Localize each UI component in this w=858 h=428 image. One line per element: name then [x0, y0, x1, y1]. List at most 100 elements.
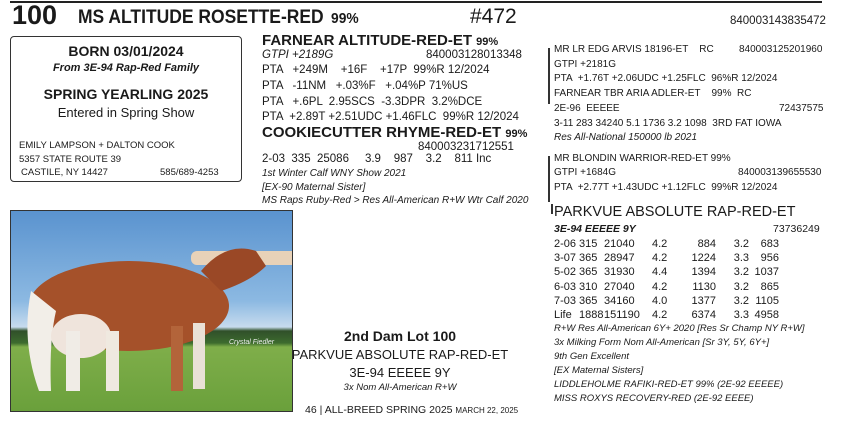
note: R+W Res All-American 6Y+ 2020 [Res Sr Ch… [554, 323, 805, 334]
record-row: 3-07 365 28947 4.2 1224 3.3 956 [554, 251, 781, 265]
record-cell: 4.4 [652, 266, 668, 279]
production-records: 2-06 315 21040 4.2 884 3.2 683 3-07 365 28947 4.2 1… [554, 237, 781, 322]
record-cell: 27040 [604, 280, 635, 293]
sire-sire-gtpi: GTPI +2181G [554, 59, 616, 70]
sire-sire-pta: PTA +1.76T +2.06UDC +1.25FLC 96%R 12/202… [554, 73, 778, 84]
cow-head [201, 248, 266, 291]
record-cell: 31930 [604, 266, 635, 279]
publication: ALL-BREED SPRING 2025 [324, 404, 453, 416]
dam-record: 2-03 335 25086 3.9 987 3.2 811 Inc [262, 153, 492, 165]
record-cell: 4.2 [652, 280, 668, 293]
footer: 46 | ALL-BREED SPRING 2025 MARCH 22, 202… [305, 404, 518, 416]
pedigree-bracket [548, 156, 550, 202]
sire-dam-name: FARNEAR TBR ARIA ADLER-ET 99% RC [554, 88, 752, 99]
page-number: 46 [305, 404, 317, 416]
record-cell: 865 [760, 280, 779, 293]
cow-udder [51, 314, 111, 358]
sire-dam-registration: 72437575 [779, 103, 824, 114]
dam-sire-registration: 840003139655530 [738, 167, 822, 178]
record-cell: 6374 [691, 309, 716, 322]
caption-classification: 3E-94 EEEEE 9Y [349, 365, 451, 380]
dam-note: [EX-90 Maternal Sister] [262, 182, 366, 193]
record-cell: 1037 [754, 266, 779, 279]
phone: 585/689-4253 [160, 167, 219, 178]
record-cell: 6-03 [554, 280, 577, 293]
sire-registration: 840003128013348 [426, 49, 522, 61]
record-cell: 3.2 [733, 266, 749, 279]
record-cell: 3.3 [733, 252, 749, 265]
sire-name: FARNEAR ALTITUDE-RED-ET 99% [262, 32, 498, 49]
record-cell: 683 [760, 238, 779, 250]
info-box [10, 36, 242, 182]
class: SPRING YEARLING 2025 [43, 86, 209, 102]
note: MISS ROXYS RECOVERY-RED (2E-92 EEEE) [554, 393, 754, 404]
catalog-number: #472 [470, 5, 517, 28]
record-cell: 310 [579, 280, 598, 293]
record-cell: 956 [760, 252, 779, 265]
pedigree-bracket [548, 48, 550, 104]
record-cell: 884 [697, 238, 716, 250]
sire-name-text: FARNEAR ALTITUDE-RED-ET [262, 32, 472, 49]
record-cell: 4.2 [652, 309, 668, 322]
consignor: EMILY LAMPSON + DALTON COOK [19, 140, 175, 151]
record-cell: 365 [579, 266, 598, 279]
record-row: 7-03 365 34160 4.0 1377 3.2 1105 [554, 294, 781, 308]
lot-number: 100 [12, 0, 58, 30]
sire-sire-registration: 840003125201960 [739, 44, 823, 55]
note: [EX Maternal Sisters] [554, 365, 644, 376]
record-cell: 4.0 [652, 294, 668, 307]
record-cell: 34160 [604, 294, 635, 307]
record-cell: 1105 [755, 294, 779, 307]
record-cell: 4958 [754, 309, 779, 322]
note: LIDDLEHOLME RAFIKI-RED-ET 99% (2E-92 EEE… [554, 379, 784, 390]
record-cell: 3.2 [733, 238, 749, 250]
record-cell: 1130 [692, 280, 716, 293]
sire-pta: PTA +2.89T +2.51UDC +1.46FLC 99%R 12/202… [262, 111, 519, 123]
caption-note: 3x Nom All-American R+W [343, 382, 457, 393]
registration-number: 840003143835472 [730, 15, 826, 27]
born-date: BORN 03/01/2024 [68, 43, 184, 59]
cow-tail [27, 291, 56, 391]
pedigree-bracket [551, 204, 553, 214]
cow-leg [106, 331, 119, 391]
record-cell: 1224 [691, 252, 716, 265]
lot-title: MS ALTITUDE ROSETTE-RED 99% [78, 7, 359, 29]
record-cell: 3.3 [733, 309, 749, 322]
sire-pta: PTA +.6PL 2.95SCS -3.3DPR 3.2%DCE [262, 96, 483, 108]
footer-separator: | [319, 404, 323, 416]
record-cell: 21040 [604, 238, 635, 250]
animal-percent: 99% [331, 10, 359, 27]
second-dam-classification: 3E-94 EEEEE 9Y [554, 223, 636, 235]
top-rule [10, 1, 822, 3]
record-cell: 2-06 [554, 238, 577, 250]
record-row: 6-03 310 27040 4.2 1130 3.2 865 [554, 280, 781, 294]
record-cell: 4.2 [652, 238, 668, 250]
note: 3x Milking Form Nom All-American [Sr 3Y,… [554, 337, 770, 348]
record-cell: 365 [579, 252, 598, 265]
cow-leg [66, 331, 80, 391]
record-cell: 1377 [691, 294, 716, 307]
dam-sire-gtpi: GTPI +1684G [554, 167, 616, 178]
photographer-signature: Crystal Fiedler [229, 339, 275, 346]
note: 9th Gen Excellent [554, 351, 629, 362]
address: 5357 STATE ROUTE 39 [19, 154, 122, 165]
record-cell: 3.2 [733, 280, 749, 293]
city: CASTILE, NY 14427 [21, 167, 108, 178]
dam-note: 1st Winter Calf WNY Show 2021 [262, 168, 407, 179]
sire-dam-note: Res All-National 150000 lb 2021 [554, 132, 698, 143]
dam-name-text: COOKIECUTTER RHYME-RED-ET [262, 124, 502, 141]
record-row: 5-02 365 31930 4.4 1394 3.2 1037 [554, 265, 781, 279]
dam-note: MS Raps Ruby-Red > Res All-American R+W … [262, 195, 529, 206]
sire-percent: 99% [476, 36, 499, 48]
second-dam-notes: R+W Res All-American 6Y+ 2020 [Res Sr Ch… [554, 322, 805, 406]
record-cell: 315 [579, 238, 598, 250]
record-cell: 151190 [604, 309, 640, 322]
animal-name: MS ALTITUDE ROSETTE-RED [78, 7, 324, 28]
dam-percent: 99% [505, 128, 528, 140]
dam-registration: 840003231712551 [418, 141, 514, 153]
cow-photo: Crystal Fiedler [10, 210, 293, 412]
sire-sire-name: MR LR EDG ARVIS 18196-ET RC [554, 44, 714, 55]
sire-dam-record: 3-11 283 34240 5.1 1736 3.2 1098 3RD FAT… [554, 118, 782, 129]
caption-name: PARKVUE ABSOLUTE RAP-RED-ET [291, 347, 509, 362]
sire-pta: PTA +249M +16F +17P 99%R 12/2024 [262, 64, 490, 76]
